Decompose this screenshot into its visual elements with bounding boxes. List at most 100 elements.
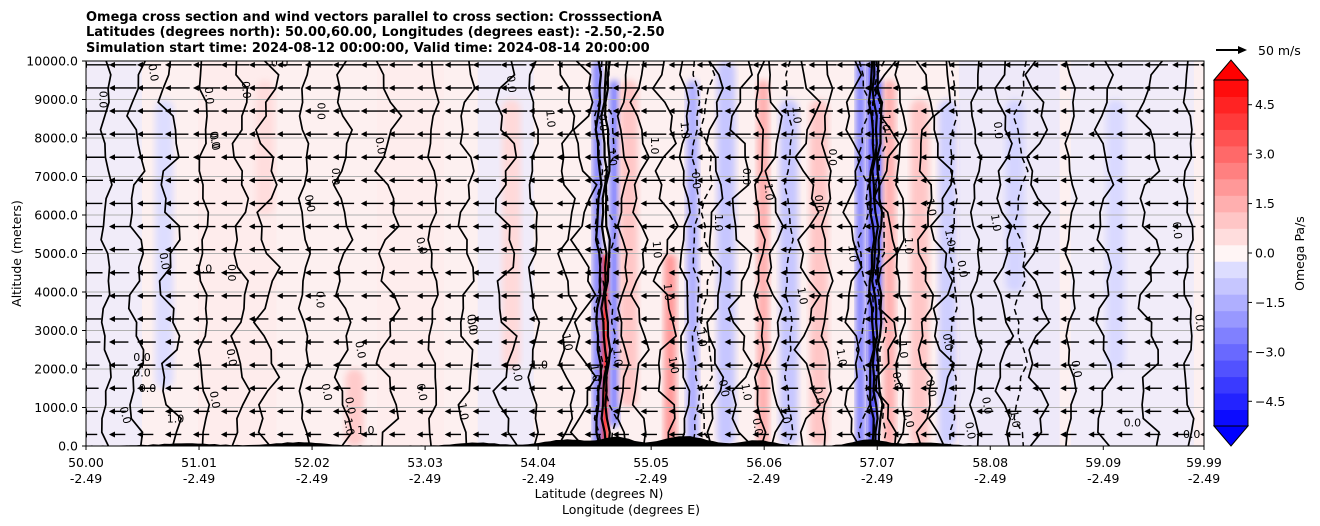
wind-vector-head xyxy=(808,431,815,438)
wind-vector-head xyxy=(192,292,199,299)
wind-vector-head xyxy=(388,339,395,346)
wind-vector-head xyxy=(444,385,451,392)
terrain-profile xyxy=(86,436,1204,446)
wind-vector-head xyxy=(136,246,143,253)
wind-vector-head xyxy=(640,177,647,184)
wind-vector-head xyxy=(892,339,899,346)
wind-vector-head xyxy=(1200,409,1204,414)
colorbar-tick-label: 3.0 xyxy=(1255,147,1275,162)
wind-vector-head xyxy=(1032,131,1039,138)
wind-vector-head xyxy=(612,339,619,346)
wind-vector-head xyxy=(304,339,311,346)
contour-label: 1.0 xyxy=(167,413,185,426)
wind-vector-head xyxy=(724,292,731,299)
contour-line xyxy=(1135,61,1163,446)
wind-vector-head xyxy=(1144,246,1151,253)
wind-vector-head xyxy=(220,385,227,392)
x-tick-label-lat: 50.00 xyxy=(68,455,104,470)
wind-vector-head xyxy=(752,84,759,91)
wind-vector-head xyxy=(1032,61,1039,68)
wind-vector-head xyxy=(864,108,871,115)
wind-vector-head xyxy=(640,315,647,322)
contour-label: 0.0 xyxy=(890,371,906,390)
wind-vector-head xyxy=(388,223,395,230)
wind-vector-head xyxy=(724,246,731,253)
wind-vector-head xyxy=(612,108,619,115)
wind-vector-head xyxy=(1004,269,1011,276)
wind-vector-head xyxy=(472,269,479,276)
wind-vector-head xyxy=(416,385,423,392)
wind-vector-head xyxy=(192,385,199,392)
wind-vector-head xyxy=(584,339,591,346)
wind-vector-head xyxy=(668,200,675,207)
wind-vector-head xyxy=(108,131,115,138)
wind-vector-head xyxy=(1060,246,1067,253)
wind-vector-head xyxy=(584,131,591,138)
colorbar-level xyxy=(1214,310,1248,328)
wind-vector-head xyxy=(248,315,255,322)
wind-vector-head xyxy=(164,84,171,91)
wind-vector-head xyxy=(220,315,227,322)
wind-vector-head xyxy=(1116,339,1123,346)
wind-vector-head xyxy=(1116,362,1123,369)
wind-vector-head xyxy=(556,431,563,438)
wind-vector-head xyxy=(528,246,535,253)
wind-vector-head xyxy=(500,362,507,369)
contour-label: 0.0 xyxy=(464,317,480,336)
contour-line xyxy=(629,61,650,446)
wind-vector-head xyxy=(108,339,115,346)
colorbar-level xyxy=(1214,360,1248,378)
wind-vector-head xyxy=(528,385,535,392)
wind-vector-head xyxy=(1200,86,1204,90)
wind-vector-head xyxy=(1088,362,1095,369)
wind-vector-head xyxy=(948,200,955,207)
wind-vector-head xyxy=(920,339,927,346)
contour-label: 1.0 xyxy=(455,402,471,421)
wind-vector-head xyxy=(556,223,563,230)
wind-vector-head xyxy=(164,131,171,138)
contour-label: 1.0 xyxy=(794,286,810,305)
wind-vector-head xyxy=(276,200,283,207)
wind-vector-head xyxy=(528,61,535,68)
contour-line xyxy=(374,61,403,446)
contour-line xyxy=(1093,61,1115,446)
wind-vector-head xyxy=(1060,131,1067,138)
wind-vector-head xyxy=(612,61,619,68)
wind-vector-head xyxy=(192,177,199,184)
wind-vector-head xyxy=(248,292,255,299)
contour-line xyxy=(651,61,679,446)
contour-label: 0.0 xyxy=(207,130,223,149)
wind-vector-head xyxy=(304,131,311,138)
wind-vector-head xyxy=(976,177,983,184)
wind-vector-head xyxy=(108,61,115,68)
wind-vector-head xyxy=(220,154,227,161)
wind-vector-head xyxy=(248,177,255,184)
wind-vector-head xyxy=(808,339,815,346)
wind-vector-head xyxy=(780,339,787,346)
wind-vector-head xyxy=(164,154,171,161)
wind-vector-head xyxy=(1172,200,1179,207)
wind-vector-head xyxy=(444,431,451,438)
wind-vector-head xyxy=(1200,178,1204,183)
wind-vector-head xyxy=(724,131,731,138)
wind-vector-head xyxy=(192,223,199,230)
colorbar-level xyxy=(1214,145,1248,163)
wind-vector-head xyxy=(500,408,507,415)
x-tick-label-lat: 56.06 xyxy=(746,455,782,470)
contour-label: 1.0 xyxy=(661,283,675,302)
contour-line xyxy=(99,61,113,446)
x-tick-label-lon: -2.49 xyxy=(409,471,441,486)
wind-vector-head xyxy=(416,246,423,253)
wind-vector-head xyxy=(556,108,563,115)
wind-vector-head xyxy=(1004,385,1011,392)
wind-vector-head xyxy=(640,200,647,207)
wind-vector-head xyxy=(276,84,283,91)
wind-vector-head xyxy=(696,246,703,253)
wind-vector-head xyxy=(1172,246,1179,253)
wind-vector-head xyxy=(1088,408,1095,415)
contour-label: 1.0 xyxy=(880,114,893,132)
wind-vector-head xyxy=(1144,269,1151,276)
wind-vector-head xyxy=(724,108,731,115)
wind-vector-head xyxy=(920,131,927,138)
contour-line xyxy=(600,61,609,446)
